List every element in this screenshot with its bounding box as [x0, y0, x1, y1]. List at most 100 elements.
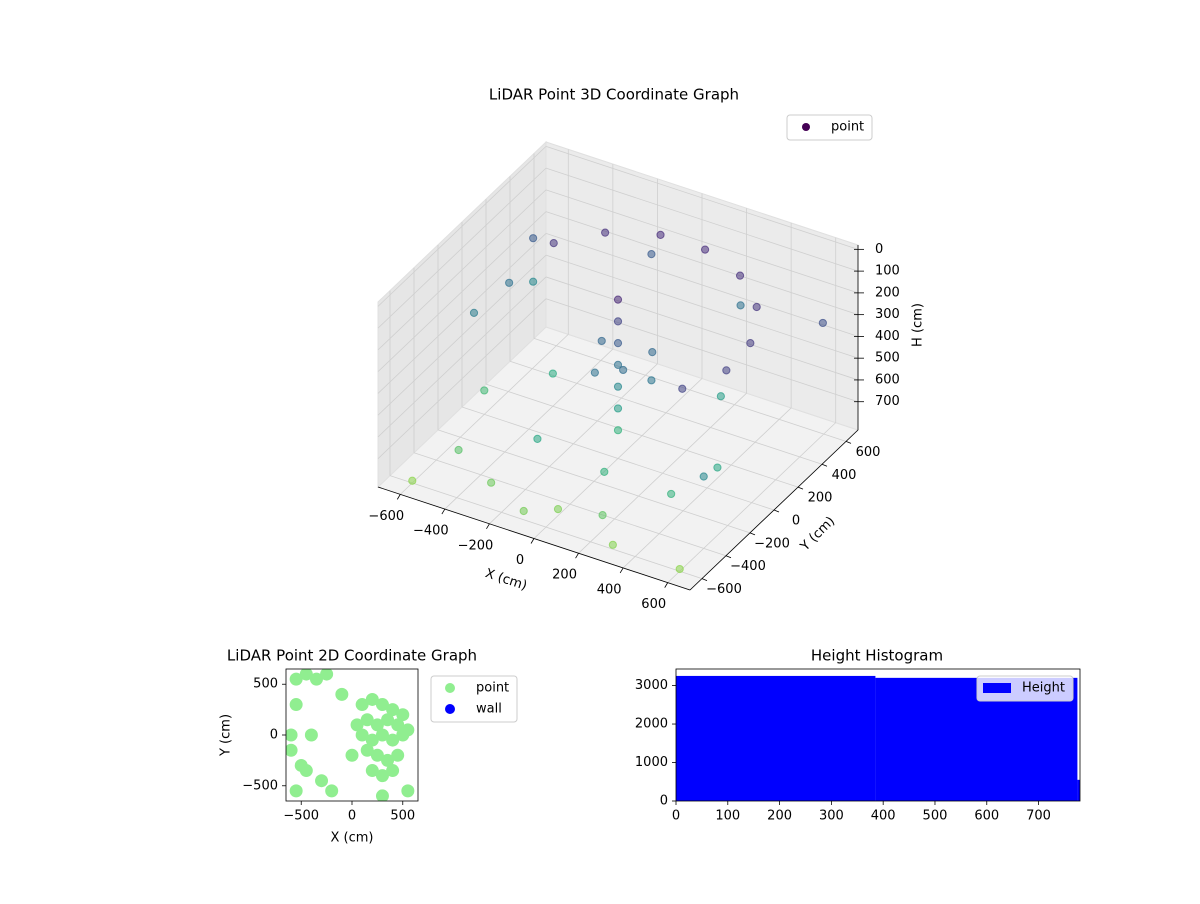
legend-label: Height — [1022, 681, 1065, 696]
point — [746, 339, 755, 348]
y-tick — [797, 486, 804, 490]
point — [597, 336, 606, 346]
point — [289, 672, 303, 686]
point — [613, 426, 623, 435]
x-tick-label: 100 — [715, 809, 740, 824]
point — [391, 748, 405, 762]
grid-line — [545, 145, 859, 250]
y-tick-label: −600 — [706, 582, 742, 597]
point — [375, 698, 389, 712]
y-tick — [701, 578, 708, 581]
point — [355, 728, 369, 742]
ticks: −500 0 500 −500 0 500 — [242, 677, 415, 824]
point — [656, 230, 665, 239]
point — [648, 348, 657, 357]
grid-line — [377, 276, 547, 438]
axes-frame — [675, 668, 1081, 802]
point — [286, 743, 298, 757]
chart-title: Height Histogram — [811, 647, 943, 665]
point — [386, 733, 400, 747]
x-tick-label: 200 — [552, 568, 577, 583]
point — [608, 540, 617, 549]
y-tick-label: −400 — [730, 559, 766, 574]
point — [320, 669, 334, 681]
point — [365, 764, 379, 778]
point — [381, 713, 395, 727]
point — [553, 505, 563, 514]
grid-line — [485, 383, 799, 488]
x-tick — [486, 523, 490, 529]
x-tick-label: −400 — [413, 524, 449, 539]
point — [386, 764, 400, 778]
point — [289, 698, 303, 712]
legend-marker — [445, 683, 455, 693]
z-tick-label: 300 — [875, 307, 900, 322]
points — [286, 669, 415, 801]
y-tick-label: 500 — [253, 677, 278, 692]
point — [675, 564, 684, 574]
y-tick-label: −500 — [242, 778, 278, 793]
point — [487, 478, 496, 487]
grid-line — [377, 211, 547, 372]
points — [408, 228, 827, 574]
y-tick-label: 1000 — [635, 755, 668, 770]
z-axis-label: H (cm) — [911, 303, 926, 347]
ticks: 0 100 200 300 400 500 600 700 0 1000 2000 3000 — [635, 678, 1051, 823]
x-axis-label: X (cm) — [331, 831, 374, 846]
grid-line — [545, 254, 859, 359]
y-tick — [845, 441, 852, 444]
y-tick-label: 2000 — [635, 717, 668, 732]
point — [304, 728, 318, 742]
x-tick-label: 300 — [819, 809, 844, 824]
point — [619, 365, 628, 375]
point — [818, 318, 827, 328]
point — [289, 784, 303, 798]
grid-line — [413, 452, 727, 557]
point — [529, 234, 538, 243]
point — [600, 467, 609, 476]
point — [365, 692, 379, 706]
point — [396, 728, 410, 742]
point — [601, 228, 610, 237]
y-tick-label: 600 — [856, 445, 881, 460]
y-tick-label: 0 — [792, 514, 800, 529]
point — [613, 317, 623, 326]
chart-2d: LiDAR Point 2D Coordinate Graph −500 0 500… — [219, 647, 518, 846]
x-tick-label: 500 — [390, 809, 415, 824]
x-tick-label: 600 — [641, 597, 666, 612]
grid-line — [545, 298, 859, 403]
point — [355, 698, 369, 712]
point — [613, 339, 623, 348]
x-tick-label: 500 — [923, 809, 948, 824]
point — [590, 368, 599, 377]
z-tick-label: 600 — [875, 372, 900, 387]
y-tick — [821, 463, 828, 467]
point — [315, 774, 329, 788]
point — [613, 295, 623, 304]
point — [309, 672, 323, 686]
point — [299, 764, 313, 778]
x-tick-label: 700 — [1026, 809, 1051, 824]
chart-3d: LiDAR Point 3D Coordinate Graph −600 −400… — [368, 86, 925, 613]
x-tick — [530, 538, 535, 544]
chart-title: LiDAR Point 3D Coordinate Graph — [489, 86, 739, 104]
legend-marker — [445, 704, 455, 714]
point — [469, 308, 479, 317]
x-tick-label: 400 — [597, 582, 622, 597]
point — [365, 733, 379, 747]
grid-line — [545, 189, 859, 294]
point — [391, 718, 405, 732]
legend-patch — [983, 683, 1011, 693]
grid-line — [377, 167, 547, 329]
grid-line — [389, 475, 703, 579]
point — [613, 360, 623, 370]
z-tick-label: 0 — [875, 242, 883, 257]
x-tick-label: −600 — [368, 509, 404, 524]
point — [548, 369, 557, 378]
point — [736, 301, 745, 310]
x-tick-label: −200 — [458, 538, 494, 553]
point — [667, 489, 676, 499]
y-tick-label: 3000 — [635, 678, 668, 693]
point — [408, 476, 417, 485]
